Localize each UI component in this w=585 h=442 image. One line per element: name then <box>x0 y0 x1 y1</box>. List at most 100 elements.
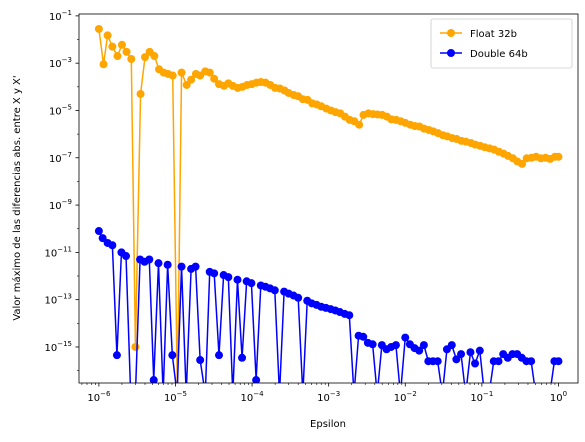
data-point <box>345 311 354 320</box>
legend-marker-float <box>447 29 455 37</box>
data-point <box>233 275 242 284</box>
data-point <box>127 390 135 398</box>
series-double-64b <box>94 227 563 398</box>
plot-background <box>79 14 578 383</box>
data-point <box>149 376 158 383</box>
legend-label-float: Float 32b <box>470 29 517 40</box>
data-point <box>154 259 163 268</box>
data-point <box>103 31 112 40</box>
legend-frame <box>430 18 573 69</box>
data-point <box>136 89 145 98</box>
data-point <box>163 260 172 269</box>
x-tick-label: 10−4 <box>241 390 265 404</box>
data-point <box>98 234 107 243</box>
data-point <box>112 351 121 360</box>
data-point <box>238 353 247 362</box>
data-point <box>99 60 108 69</box>
series-float-32b <box>94 24 563 383</box>
data-point <box>536 390 544 398</box>
data-point <box>131 390 139 398</box>
data-point <box>145 255 154 264</box>
data-point <box>532 390 540 398</box>
x-tick-label: 10−3 <box>317 390 340 404</box>
y-tick-label: 10−3 <box>49 56 72 70</box>
y-tick-label: 10−7 <box>49 151 72 165</box>
data-point <box>433 357 442 366</box>
data-point <box>438 390 446 398</box>
data-point <box>94 24 103 33</box>
y-tick-label: 10−9 <box>49 198 72 212</box>
data-point <box>401 333 410 342</box>
data-point <box>368 340 377 349</box>
data-point <box>191 262 200 271</box>
data-point <box>187 75 196 84</box>
data-point <box>201 390 209 398</box>
legend-label-double: Double 64b <box>470 49 528 60</box>
data-point <box>391 341 400 350</box>
x-tick-label: 10−2 <box>394 390 417 404</box>
data-point <box>475 346 484 355</box>
data-point <box>141 53 149 62</box>
data-point <box>270 286 279 295</box>
data-point <box>177 68 186 77</box>
data-point <box>457 350 466 359</box>
data-point <box>117 40 126 49</box>
data-point <box>373 390 381 398</box>
data-point <box>94 227 103 236</box>
data-point <box>359 332 368 341</box>
data-point <box>494 357 503 366</box>
data-point <box>108 241 117 250</box>
x-tick-label: 10−1 <box>470 390 493 404</box>
data-point <box>224 273 233 282</box>
data-point <box>471 359 480 368</box>
data-point <box>177 262 186 271</box>
x-tick-label: 100 <box>550 390 567 404</box>
y-tick-label: 10−13 <box>44 293 72 307</box>
data-point <box>252 376 261 383</box>
data-point <box>210 269 219 278</box>
x-tick-label: 10−5 <box>164 390 187 404</box>
data-point <box>229 390 237 398</box>
y-tick-label: 10−5 <box>49 103 72 117</box>
data-point <box>355 120 364 129</box>
data-point <box>294 293 303 302</box>
legend: Float 32b Double 64b <box>430 18 573 69</box>
data-point <box>554 357 563 366</box>
data-point <box>215 351 223 360</box>
data-point <box>210 74 219 83</box>
data-point <box>415 346 424 355</box>
data-point <box>527 357 536 366</box>
data-point <box>466 348 475 357</box>
data-point <box>182 80 191 89</box>
data-point <box>541 390 549 398</box>
data-point <box>247 279 256 288</box>
data-point <box>108 42 117 51</box>
data-point <box>462 390 470 398</box>
data-point <box>168 351 177 360</box>
x-tick-label: 10−6 <box>87 390 111 404</box>
data-point <box>131 342 140 351</box>
data-point <box>299 390 307 398</box>
data-point <box>196 356 205 365</box>
legend-marker-double <box>447 49 455 57</box>
data-point <box>122 47 131 56</box>
data-point <box>205 68 214 77</box>
y-axis-label: Valor máximo de las diferencias abs. ent… <box>11 75 23 320</box>
y-tick-label: 10−15 <box>44 340 72 354</box>
data-point <box>275 390 283 398</box>
data-point <box>168 71 177 80</box>
data-point <box>113 52 122 61</box>
data-point <box>518 159 527 168</box>
data-point <box>554 152 563 161</box>
data-point <box>122 252 131 261</box>
data-point <box>127 55 136 64</box>
y-tick-label: 10−1 <box>49 9 72 23</box>
x-axis-label: Epsilon <box>310 419 346 430</box>
data-point <box>452 355 461 364</box>
y-tick-label: 10−11 <box>44 245 72 259</box>
data-point <box>350 390 358 398</box>
plot-frame <box>78 13 579 384</box>
data-point <box>150 52 159 61</box>
data-point <box>447 341 456 350</box>
